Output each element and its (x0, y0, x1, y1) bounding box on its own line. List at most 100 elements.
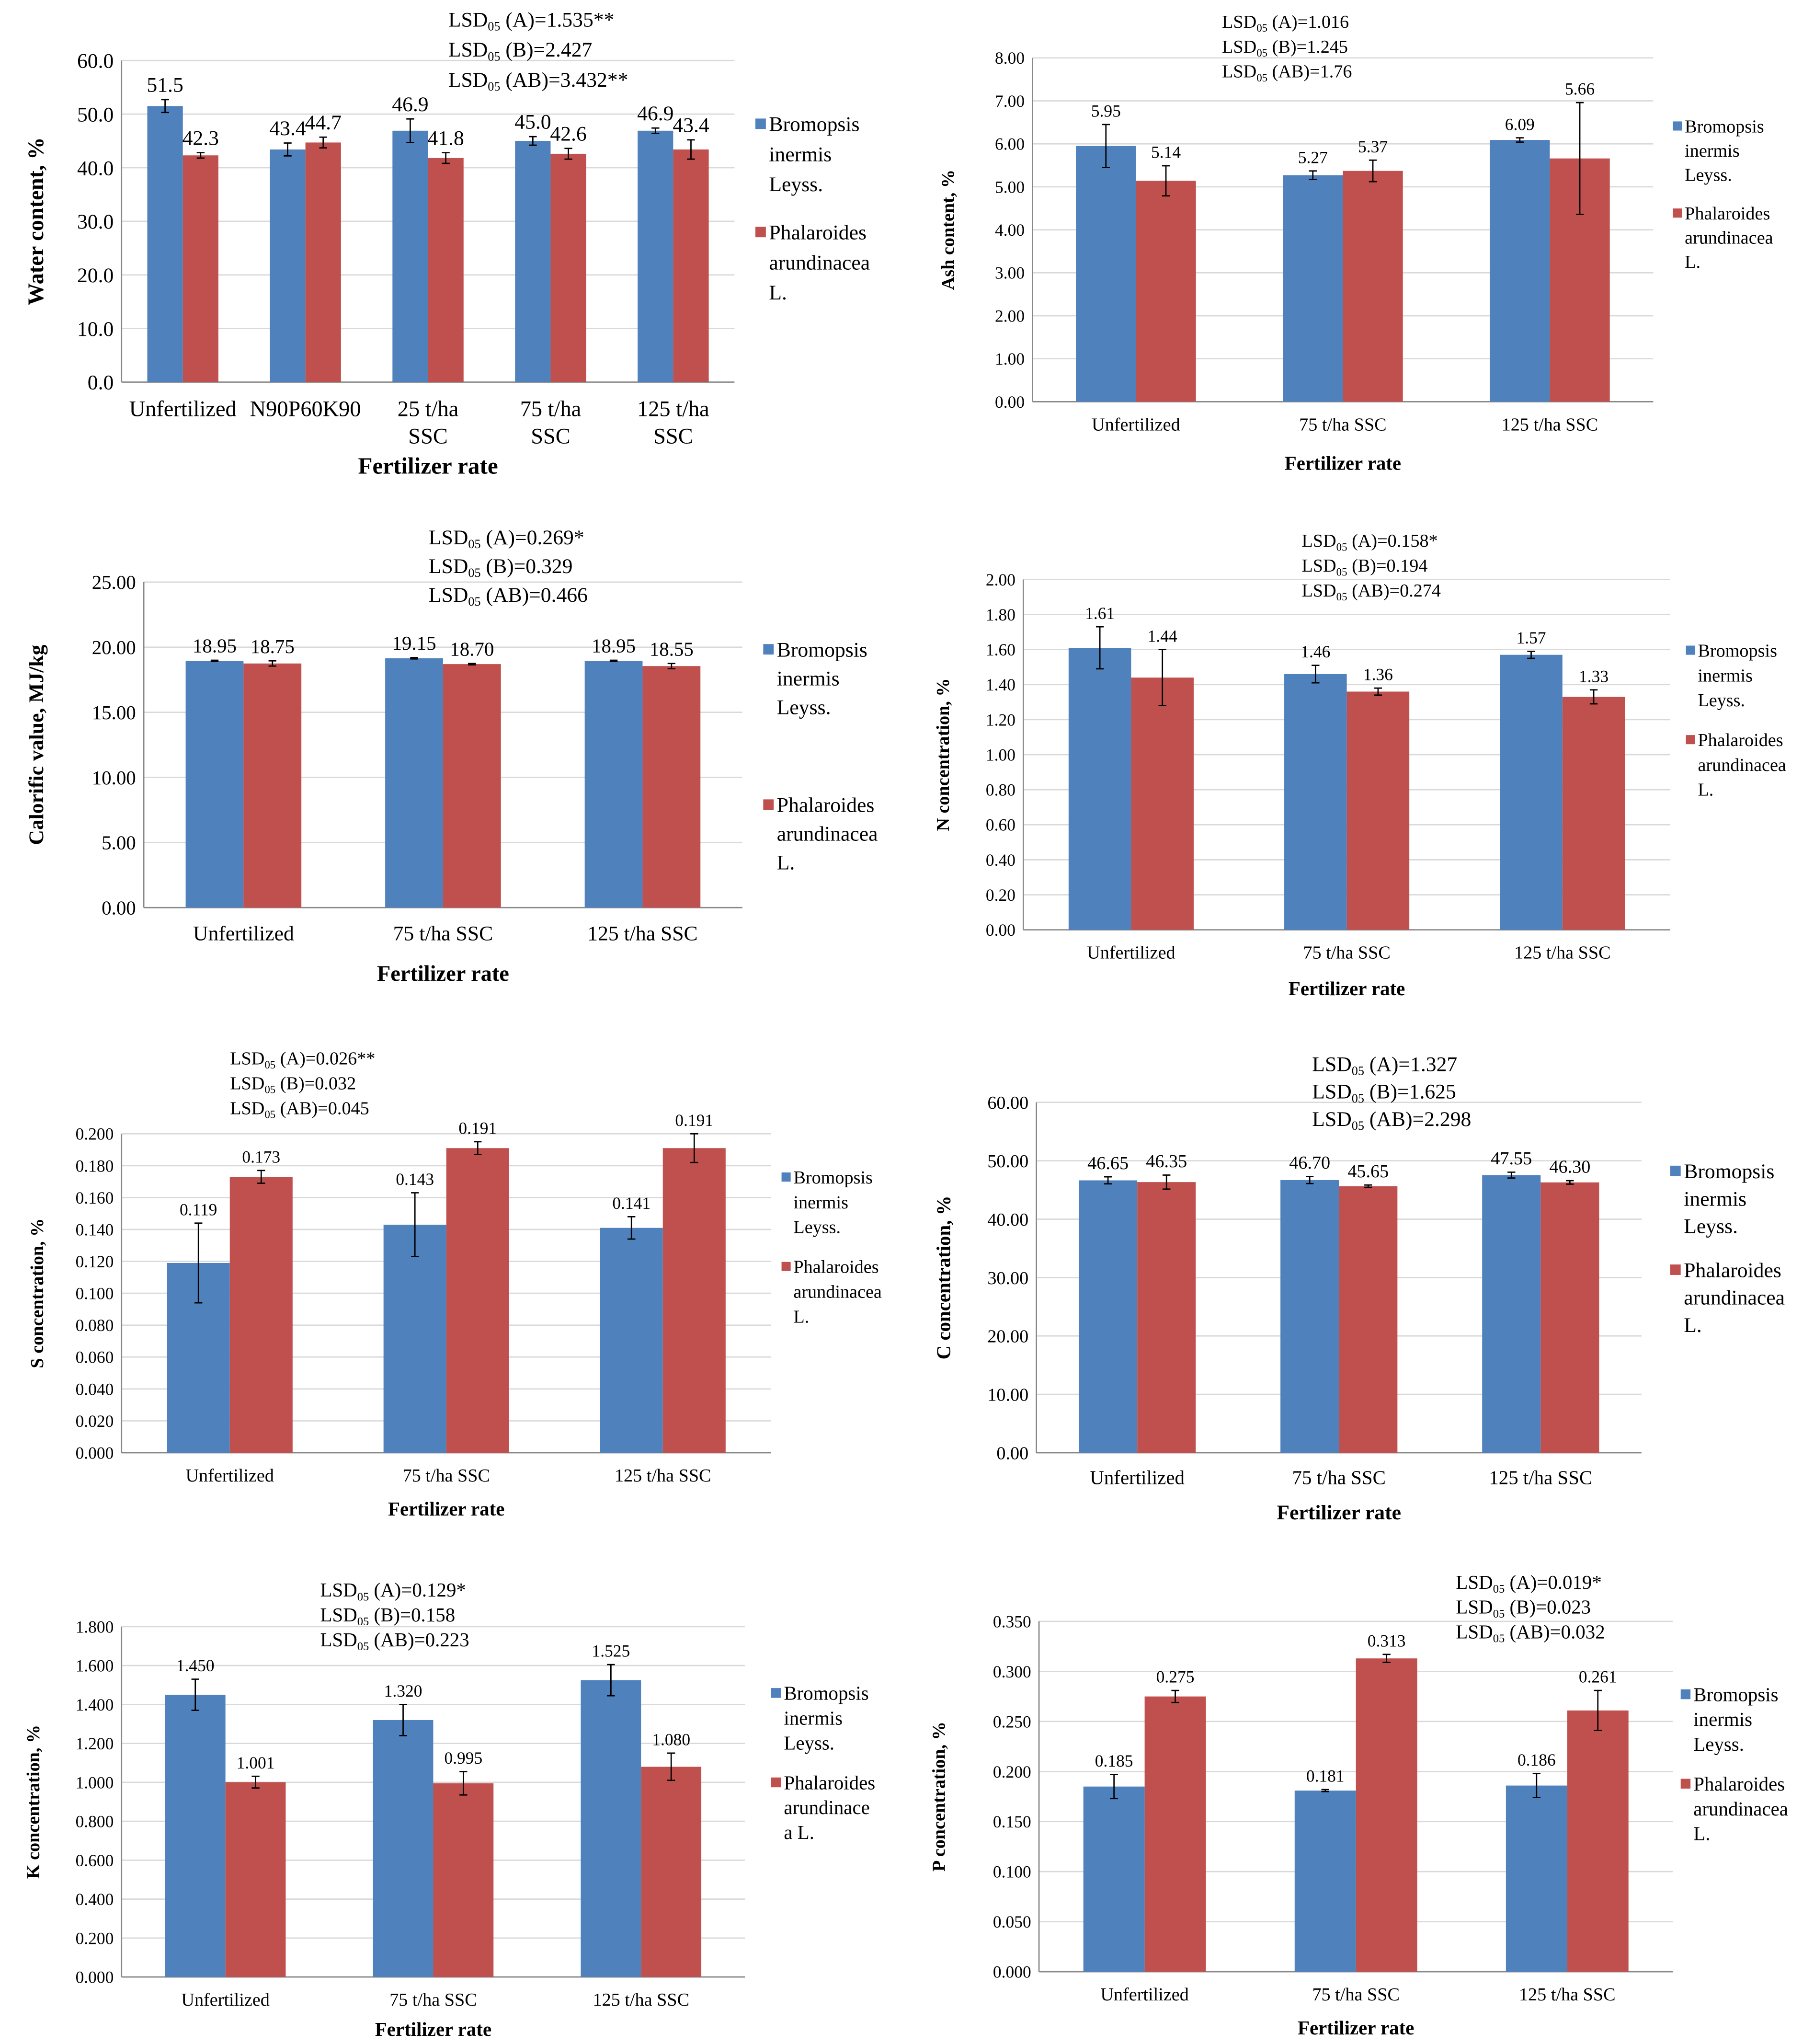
legend-swatch (755, 118, 766, 129)
data-label: 5.14 (1151, 143, 1181, 162)
data-label: 1.57 (1516, 628, 1546, 647)
data-label: 18.70 (450, 638, 494, 660)
bar-phalaroides (229, 1177, 293, 1453)
lsd-subscript: 05 (1336, 566, 1347, 578)
bar-phalaroides (305, 142, 341, 382)
bar-phalaroides (550, 153, 586, 382)
lsd-prefix: LSD (1456, 1621, 1493, 1642)
legend-label: inermis (1684, 1187, 1746, 1210)
lsd-prefix: LSD (448, 38, 488, 61)
legend-label: Leyss. (769, 173, 823, 196)
y-tick-label: 0.800 (76, 1812, 114, 1831)
bar-bromopsis (1500, 655, 1563, 930)
lsd-value: (B)=1.625 (1364, 1080, 1456, 1103)
legend-label: Leyss. (784, 1732, 834, 1754)
data-label: 0.181 (1306, 1767, 1345, 1786)
y-axis-title: N concentration, % (933, 678, 953, 831)
y-tick-label: 2.00 (995, 306, 1025, 325)
y-tick-label: 0.060 (76, 1348, 114, 1367)
data-label: 1.080 (652, 1730, 690, 1749)
legend-swatch (1670, 1165, 1681, 1176)
legend-label: Bromopsis (769, 113, 859, 136)
error-bar (1364, 1184, 1372, 1188)
legend-swatch (1670, 1264, 1681, 1275)
lsd-annotation: LSD05 (B)=0.158 (320, 1604, 455, 1628)
bar-phalaroides (428, 158, 464, 382)
lsd-annotation: LSD05 (A)=1.535** (448, 8, 615, 33)
legend-item-phalaroides: Phalaroides arundinacea L. (781, 1257, 882, 1327)
legend-swatch (781, 1172, 791, 1182)
data-label: 1.320 (384, 1681, 422, 1700)
lsd-prefix: LSD (448, 69, 488, 92)
error-bar (1575, 102, 1584, 215)
legend-label: L. (1684, 1314, 1702, 1337)
data-label: 0.275 (1156, 1667, 1195, 1687)
lsd-value: (A)=1.327 (1364, 1053, 1457, 1076)
legend-label: Phalaroides (769, 221, 867, 244)
error-bar (627, 1216, 636, 1240)
y-tick-label: 0.00 (996, 1443, 1028, 1463)
error-bar (1102, 124, 1110, 168)
data-label: 1.36 (1363, 665, 1393, 684)
x-tick-label: 125 t/ha SSC (1502, 414, 1598, 435)
lsd-annotation: LSD05 (A)=0.269* (429, 526, 584, 551)
legend-label: inermis (793, 1193, 848, 1213)
x-tick-label: Unfertilized (1087, 943, 1175, 963)
y-axis-title: C concentration, % (933, 1195, 955, 1359)
bar-bromopsis (185, 661, 244, 908)
y-tick-label: 0.200 (993, 1762, 1031, 1781)
error-bar (1321, 1789, 1329, 1792)
y-tick-label: 7.00 (995, 92, 1025, 111)
lsd-annotation: LSD05 (B)=1.245 (1222, 37, 1348, 59)
chart-4: 0.00 0.20 0.40 0.60 0.80 1.00 1.20 1.40 1.60 1.80… (933, 531, 1786, 999)
error-bar (1104, 1176, 1112, 1185)
data-label: 42.6 (550, 122, 586, 145)
error-bar (609, 659, 618, 663)
legend-label: Leyss. (1685, 165, 1732, 185)
x-tick-label: 125 t/ha SSC (593, 1990, 689, 2010)
lsd-prefix: LSD (1301, 531, 1336, 551)
lsd-prefix: LSD (1301, 581, 1336, 601)
lsd-prefix: LSD (320, 1604, 357, 1626)
legend-swatch (1686, 735, 1695, 745)
error-bar (1158, 649, 1166, 707)
lsd-annotation: LSD05 (AB)=1.76 (1222, 62, 1352, 84)
legend-label: L. (793, 1307, 809, 1327)
bar-phalaroides (1343, 171, 1403, 402)
data-label: 5.37 (1358, 137, 1388, 156)
legend-item-bromopsis: Bromopsis inermis Leyss. (1686, 641, 1777, 711)
bar-phalaroides (443, 664, 501, 908)
legend-label: Bromopsis (1684, 1160, 1774, 1183)
data-label: 18.55 (650, 638, 694, 660)
legend-swatch (763, 644, 774, 655)
data-label: 46.65 (1087, 1153, 1129, 1173)
x-tick-label: 125 t/ha SSC (1489, 1467, 1592, 1488)
y-tick-label: 40.00 (987, 1210, 1028, 1230)
y-tick-label: 60.00 (987, 1093, 1028, 1113)
error-bar (210, 659, 219, 663)
lsd-annotation: LSD05 (AB)=0.274 (1301, 581, 1441, 603)
x-axis-title: Fertilizer rate (377, 962, 509, 986)
bar-phalaroides (225, 1782, 286, 1977)
y-axis-title: Water content, % (24, 137, 48, 305)
legend-label: Phalaroides (793, 1257, 878, 1277)
error-bar (1171, 1689, 1179, 1703)
data-label: 0.143 (396, 1170, 434, 1189)
legend-item-phalaroides: Phalaroides arundinacea L. (755, 221, 870, 304)
y-axis-title: P concentration, % (929, 1722, 949, 1872)
data-label: 1.001 (237, 1753, 275, 1772)
data-label: 45.65 (1347, 1161, 1389, 1182)
error-bar (1309, 170, 1317, 181)
lsd-annotation: LSD05 (B)=0.023 (1456, 1596, 1591, 1620)
lsd-annotation: LSD05 (AB)=2.298 (1312, 1108, 1471, 1133)
y-tick-label: 0.000 (76, 1968, 114, 1987)
y-tick-label: 10.0 (77, 318, 114, 341)
data-label: 46.9 (637, 102, 673, 125)
bar-phalaroides (446, 1148, 509, 1453)
x-tick-label: Unfertilized (185, 1466, 274, 1486)
x-tick-label: Unfertilized (129, 397, 237, 421)
data-label: 1.46 (1301, 642, 1330, 661)
lsd-annotation: LSD05 (B)=0.194 (1301, 556, 1427, 578)
y-tick-label: 1.60 (986, 640, 1015, 659)
lsd-prefix: LSD (1456, 1572, 1493, 1593)
